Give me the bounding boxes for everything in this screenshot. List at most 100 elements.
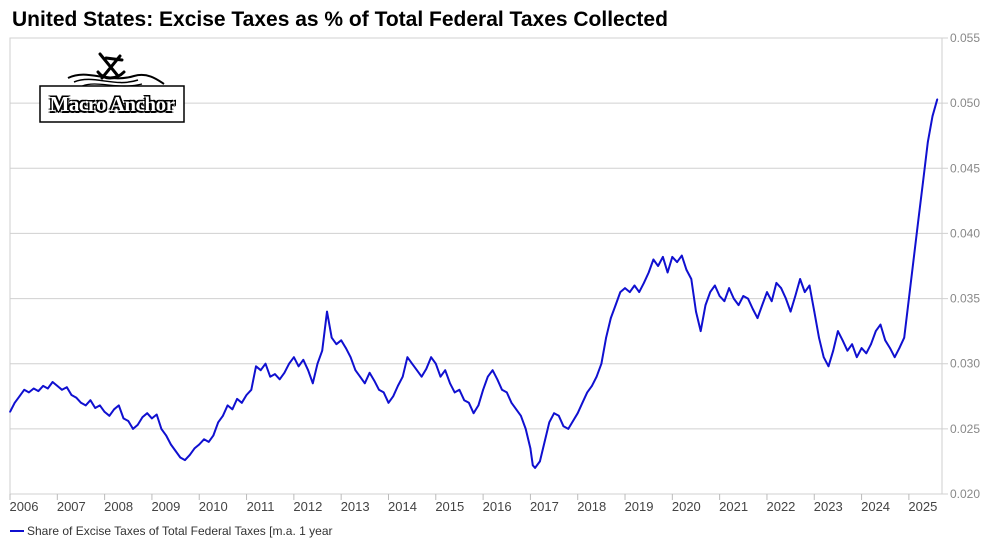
data-point (70, 394, 73, 396)
data-point (84, 404, 87, 407)
data-point (198, 443, 200, 446)
y-tick-label: 0.035 (950, 292, 980, 306)
data-point (326, 310, 328, 313)
legend-swatch (10, 530, 24, 532)
data-point (643, 282, 645, 284)
data-point (449, 382, 451, 385)
x-tick-label: 2021 (719, 499, 748, 514)
data-point (690, 278, 693, 280)
data-point (411, 362, 413, 365)
data-point (382, 391, 385, 394)
data-point (657, 265, 659, 267)
data-point (747, 297, 749, 300)
data-point (756, 317, 759, 319)
data-point (586, 391, 588, 394)
data-point (728, 287, 730, 289)
data-point (136, 424, 139, 426)
x-tick-label: 2022 (766, 499, 795, 514)
x-tick-label: 2024 (861, 499, 890, 514)
y-tick-label: 0.030 (950, 357, 980, 371)
data-point (789, 310, 792, 313)
data-point (558, 415, 560, 417)
data-point (496, 378, 499, 381)
data-point (879, 323, 882, 326)
x-tick-label: 2007 (57, 499, 86, 514)
gridlines (9, 37, 948, 495)
data-point (302, 359, 305, 361)
data-point (151, 417, 153, 420)
data-point (132, 428, 134, 430)
data-point (676, 261, 678, 263)
data-point (567, 428, 570, 430)
data-point (699, 330, 702, 332)
data-point (737, 304, 740, 306)
data-point (709, 291, 711, 293)
data-point (236, 398, 238, 400)
data-point (250, 389, 253, 391)
data-point (534, 467, 536, 469)
legend: Share of Excise Taxes of Total Federal T… (10, 524, 388, 538)
y-tick-label: 0.020 (950, 487, 980, 501)
data-point (889, 347, 891, 349)
x-tick-label: 2010 (199, 499, 228, 514)
data-point (274, 373, 276, 375)
data-point (51, 381, 54, 383)
data-point (813, 310, 816, 313)
chart-title: United States: Excise Taxes as % of Tota… (12, 8, 668, 31)
anchor-icon (39, 52, 185, 123)
data-point (501, 389, 503, 391)
data-point (99, 404, 101, 407)
data-point (770, 300, 773, 303)
data-point (297, 365, 300, 368)
data-point (312, 382, 314, 385)
y-tick-label: 0.025 (950, 422, 980, 436)
data-point (832, 349, 834, 352)
data-point (28, 391, 30, 394)
data-point (420, 375, 423, 378)
data-point (510, 402, 513, 404)
data-point (293, 356, 295, 359)
x-tick-label: 2016 (483, 499, 512, 514)
data-point (217, 421, 219, 424)
data-point (468, 402, 470, 404)
data-point (330, 336, 333, 339)
data-point (681, 254, 683, 257)
data-point (453, 391, 456, 394)
data-point (89, 399, 92, 402)
data-point (591, 385, 593, 387)
data-point (269, 375, 272, 378)
data-point (562, 425, 565, 428)
data-point (122, 417, 125, 420)
x-tick-label: 2020 (672, 499, 701, 514)
data-point (141, 416, 144, 418)
data-point (80, 402, 82, 404)
data-point (931, 115, 934, 117)
data-point (908, 297, 910, 300)
data-point (174, 450, 177, 452)
data-point (477, 404, 480, 407)
data-point (23, 389, 26, 391)
data-point (47, 387, 49, 390)
data-point (487, 375, 489, 378)
data-point (278, 378, 281, 381)
data-point (364, 382, 366, 385)
data-point (714, 284, 716, 287)
data-point (548, 421, 551, 424)
data-point (118, 404, 120, 407)
data-point (780, 287, 782, 289)
data-point (875, 330, 877, 332)
data-point (884, 339, 886, 342)
data-point (212, 434, 215, 437)
data-point (827, 365, 830, 368)
data-point (752, 308, 754, 310)
data-point (742, 295, 745, 297)
x-tick-label: 2018 (577, 499, 606, 514)
data-point (61, 389, 63, 391)
data-point (610, 317, 612, 319)
data-point (37, 390, 40, 392)
data-point (18, 395, 21, 398)
data-point (841, 339, 844, 342)
data-point (439, 375, 442, 378)
data-point (113, 408, 115, 411)
